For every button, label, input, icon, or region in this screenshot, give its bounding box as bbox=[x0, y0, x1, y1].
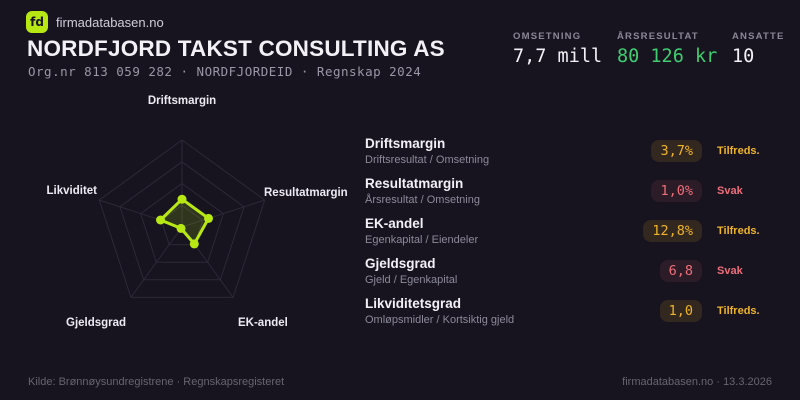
metric-value-badge: 12,8% bbox=[643, 220, 702, 242]
metric-name: Likviditetsgrad bbox=[365, 295, 462, 311]
firmadatabasen-logo-icon: fd bbox=[26, 11, 48, 33]
radar-chart bbox=[98, 139, 266, 298]
metric-value-badge: 3,7% bbox=[651, 140, 702, 162]
metric-row-driftsmargin: Driftsmargin Driftsresultat / Omsetning … bbox=[365, 131, 777, 171]
metric-name: Resultatmargin bbox=[365, 175, 464, 191]
footer-source: Kilde: Brønnøysundregistrene · Regnskaps… bbox=[28, 376, 285, 388]
radar-axis-label-driftsmargin: Driftsmargin bbox=[147, 95, 217, 107]
radar-axis-label-gjeldsgrad: Gjeldsgrad bbox=[66, 317, 127, 329]
radar-axis-label-likviditet: Likviditet bbox=[46, 185, 97, 197]
metric-row-resultatmargin: Resultatmargin Årsresultat / Omsetning 1… bbox=[365, 171, 777, 211]
brand-site-name: firmadatabasen.no bbox=[56, 14, 164, 30]
stat-value: 80 126 kr bbox=[617, 46, 718, 67]
metric-value-badge: 1,0% bbox=[651, 180, 702, 202]
metric-status: Tilfreds. bbox=[717, 305, 760, 317]
metric-formula: Gjeld / Egenkapital bbox=[365, 274, 458, 287]
stat-omsetning: OMSETNING 7,7 mill bbox=[513, 31, 602, 67]
metric-info: EK-andel Egenkapital / Eiendeler bbox=[365, 216, 643, 247]
metric-formula: Egenkapital / Eiendeler bbox=[365, 234, 479, 247]
metric-name: EK-andel bbox=[365, 215, 424, 231]
metric-info: Resultatmargin Årsresultat / Omsetning bbox=[365, 176, 651, 207]
company-subtitle: Org.nr 813 059 282 · NORDFJORDEID · Regn… bbox=[28, 64, 422, 79]
metrics-list: Driftsmargin Driftsresultat / Omsetning … bbox=[365, 131, 777, 331]
metric-value-badge: 1,0 bbox=[659, 300, 702, 322]
metric-info: Driftsmargin Driftsresultat / Omsetning bbox=[365, 136, 651, 167]
metric-formula: Omløpsmidler / Kortsiktig gjeld bbox=[365, 314, 515, 327]
stat-arsresultat: ÅRSRESULTAT 80 126 kr bbox=[617, 31, 717, 67]
metric-value-badge: 6,8 bbox=[659, 260, 702, 282]
stat-label: OMSETNING bbox=[513, 31, 582, 42]
brand: fd firmadatabasen.no bbox=[26, 11, 164, 33]
radar-axis-label-ek-andel: EK-andel bbox=[238, 317, 288, 329]
company-title: NORDFJORD TAKST CONSULTING AS bbox=[27, 36, 445, 61]
footer-site: firmadatabasen.no · 13.3.2026 bbox=[622, 376, 772, 388]
metric-info: Gjeldsgrad Gjeld / Egenkapital bbox=[365, 256, 660, 287]
metric-info: Likviditetsgrad Omløpsmidler / Kortsikti… bbox=[365, 296, 660, 327]
metric-formula: Driftsresultat / Omsetning bbox=[365, 154, 490, 167]
metric-status: Svak bbox=[717, 185, 743, 197]
metric-status: Tilfreds. bbox=[717, 225, 760, 237]
metric-row-likviditetsgrad: Likviditetsgrad Omløpsmidler / Kortsikti… bbox=[365, 291, 777, 331]
metric-status: Tilfreds. bbox=[717, 145, 760, 157]
metric-row-gjeldsgrad: Gjeldsgrad Gjeld / Egenkapital 6,8 Svak bbox=[365, 251, 777, 291]
stat-label: ÅRSRESULTAT bbox=[617, 31, 699, 42]
radar-axis-label-resultatmargin: Resultatmargin bbox=[264, 187, 348, 199]
metric-row-ek-andel: EK-andel Egenkapital / Eiendeler 12,8% T… bbox=[365, 211, 777, 251]
metric-name: Driftsmargin bbox=[365, 135, 446, 151]
stat-value: 10 bbox=[732, 46, 755, 67]
stat-value: 7,7 mill bbox=[513, 46, 603, 67]
stat-ansatte: ANSATTE 10 bbox=[732, 31, 785, 67]
metric-status: Svak bbox=[717, 265, 743, 277]
metric-formula: Årsresultat / Omsetning bbox=[365, 194, 480, 207]
stat-label: ANSATTE bbox=[732, 31, 785, 42]
metric-name: Gjeldsgrad bbox=[365, 255, 436, 271]
